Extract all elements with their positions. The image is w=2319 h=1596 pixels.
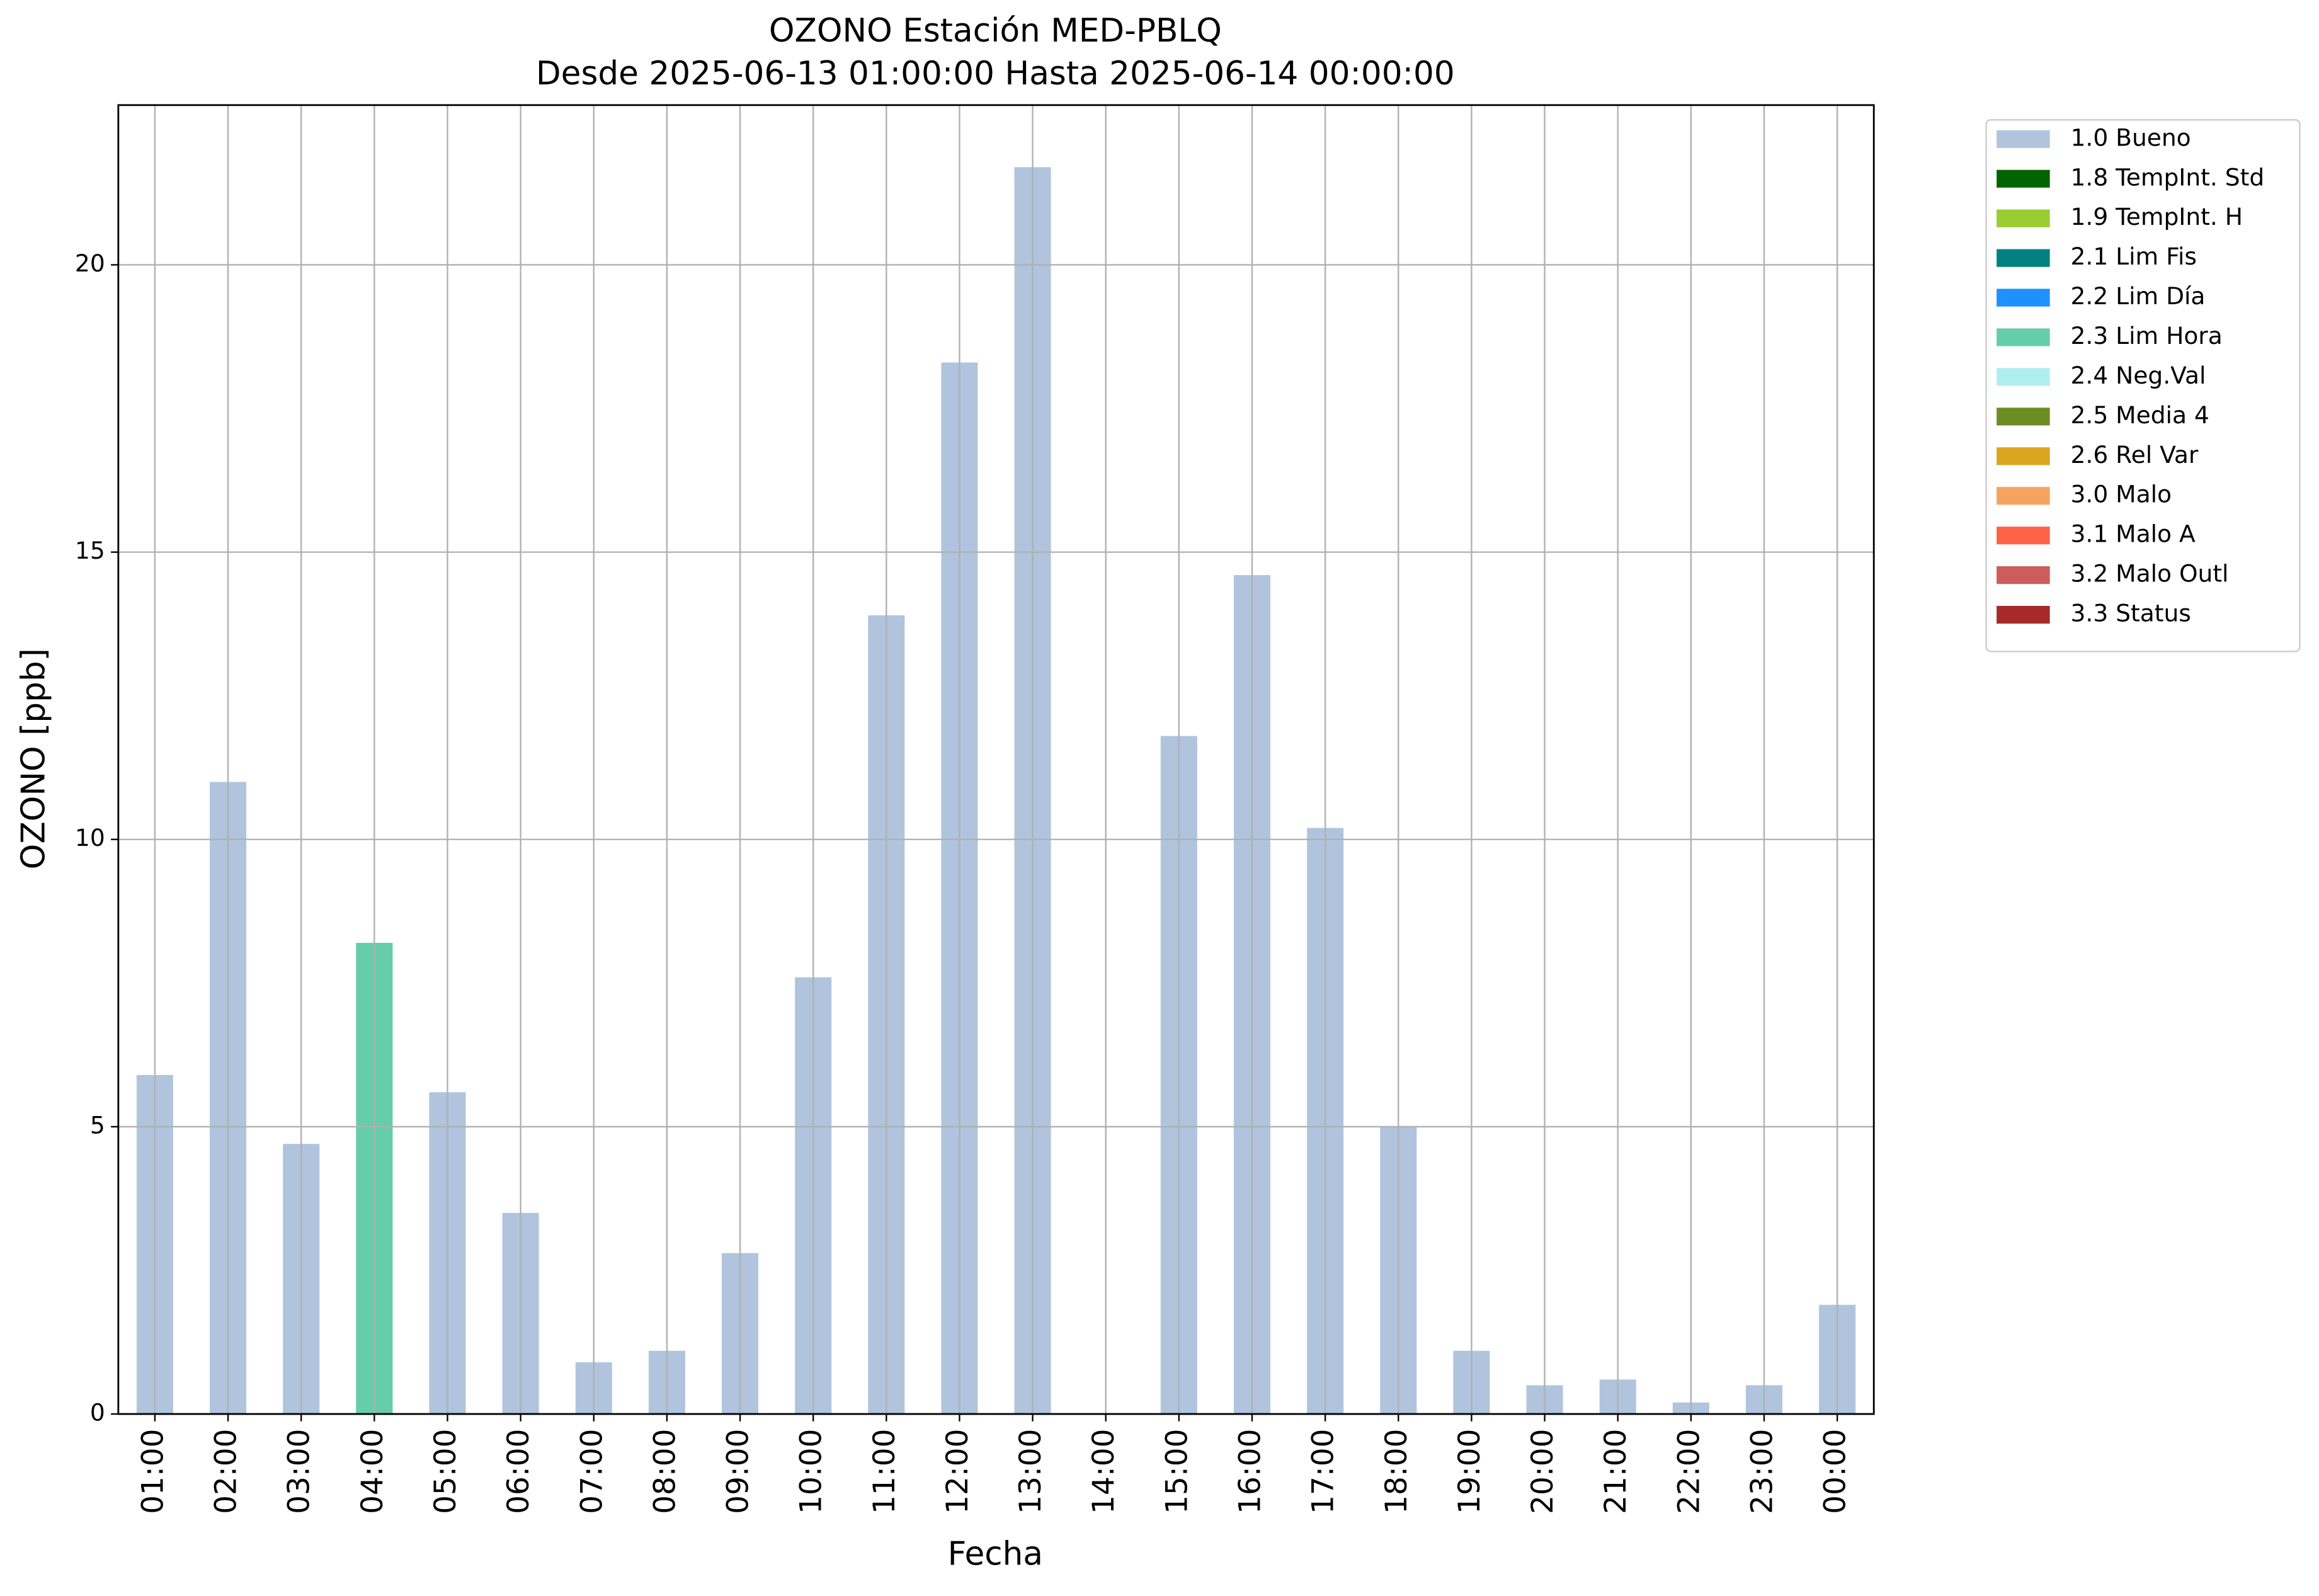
legend-label: 2.4 Neg.Val — [2071, 362, 2206, 389]
legend-label: 3.1 Malo A — [2071, 520, 2196, 548]
x-tick-label: 05:00 — [428, 1429, 463, 1514]
x-tick-label: 00:00 — [1818, 1429, 1853, 1514]
legend-label: 2.6 Rel Var — [2071, 441, 2199, 469]
legend-label: 2.2 Lim Día — [2071, 282, 2206, 310]
x-tick-label: 06:00 — [501, 1429, 536, 1514]
y-tick-label: 10 — [75, 824, 105, 852]
x-tick-label: 07:00 — [574, 1429, 609, 1514]
x-tick-label: 16:00 — [1233, 1429, 1268, 1514]
legend-swatch — [1997, 408, 2050, 426]
x-tick-label: 22:00 — [1672, 1429, 1706, 1514]
y-tick-label: 5 — [90, 1111, 105, 1139]
x-tick-label: 01:00 — [135, 1429, 170, 1514]
plot-frame — [117, 104, 1875, 1415]
legend-swatch — [1997, 447, 2050, 465]
x-tick-label: 09:00 — [721, 1429, 756, 1514]
legend-swatch — [1997, 566, 2050, 584]
x-tick-label: 17:00 — [1306, 1429, 1341, 1514]
x-tick-label: 10:00 — [794, 1429, 829, 1514]
y-tick-label: 20 — [75, 249, 105, 277]
x-tick-label: 08:00 — [647, 1429, 682, 1514]
x-tick-label: 19:00 — [1452, 1429, 1487, 1514]
x-tick-label: 02:00 — [209, 1429, 244, 1514]
x-tick-label: 04:00 — [355, 1429, 390, 1514]
legend-label: 2.5 Media 4 — [2071, 401, 2209, 429]
legend-swatch — [1997, 487, 2050, 505]
legend-label: 1.8 TempInt. Std — [2071, 163, 2265, 191]
legend-swatch — [1997, 169, 2050, 188]
x-tick-label: 23:00 — [1745, 1429, 1779, 1514]
legend-label: 2.1 Lim Fis — [2071, 242, 2197, 270]
legend-swatch — [1997, 527, 2050, 545]
legend-swatch — [1997, 368, 2050, 386]
legend-label: 1.9 TempInt. H — [2071, 203, 2243, 231]
legend-swatch — [1997, 209, 2050, 227]
y-tick-label: 15 — [75, 537, 105, 564]
x-tick-label: 18:00 — [1379, 1429, 1414, 1514]
x-tick-label: 12:00 — [940, 1429, 975, 1514]
legend-swatch — [1997, 328, 2050, 346]
legend-swatch — [1997, 605, 2050, 624]
legend-label: 1.0 Bueno — [2071, 123, 2191, 151]
legend-label: 3.3 Status — [2071, 600, 2191, 627]
x-tick-label: 15:00 — [1160, 1429, 1194, 1514]
y-tick-label: 0 — [90, 1399, 105, 1427]
chart-subtitle: Desde 2025-06-13 01:00:00 Hasta 2025-06-… — [536, 55, 1455, 93]
legend-box — [1985, 119, 2301, 653]
x-tick-label: 21:00 — [1598, 1429, 1633, 1514]
x-tick-label: 14:00 — [1086, 1429, 1121, 1514]
x-tick-label: 11:00 — [867, 1429, 902, 1514]
x-tick-label: 20:00 — [1525, 1429, 1560, 1514]
x-tick-label: 13:00 — [1013, 1429, 1048, 1514]
y-axis-label: OZONO [ppb] — [14, 648, 52, 869]
x-axis-label: Fecha — [948, 1535, 1043, 1573]
legend-swatch — [1997, 249, 2050, 267]
legend-label: 3.0 Malo — [2071, 481, 2172, 508]
legend-swatch — [1997, 288, 2050, 307]
legend-label: 3.2 Malo Outl — [2071, 560, 2229, 588]
legend-label: 2.3 Lim Hora — [2071, 322, 2223, 350]
chart-title: OZONO Estación MED-PBLQ — [769, 12, 1222, 50]
x-tick-label: 03:00 — [282, 1429, 317, 1514]
legend-swatch — [1997, 130, 2050, 148]
